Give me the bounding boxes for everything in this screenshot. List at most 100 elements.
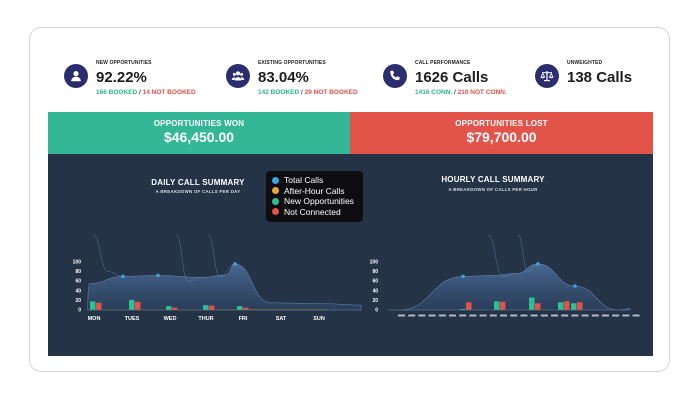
y-tick-label: 20 [372,298,378,304]
series-area [86,263,362,311]
new-opportunities-bar [129,299,135,310]
x-tick-label: THUR [198,316,213,322]
scale-icon [535,64,559,88]
x-tick-label: TUES [125,316,140,322]
y-tick-label: 40 [75,288,81,294]
hour-tick-label [602,314,609,317]
y-tick-label: 80 [372,269,378,275]
kpi-label: NEW OPPORTUNITIES [96,60,152,66]
hour-tick-label [510,314,518,317]
kpi-value: 1626 Calls [415,69,489,86]
y-tick-label: 0 [375,308,378,314]
not-connected-bar [466,302,472,310]
lost-value: $79,700.00 [466,129,537,145]
y-tick-label: 0 [78,308,81,314]
hourly-chart-title: HOURLY CALL SUMMARY [441,175,545,184]
y-tick-label: 60 [75,279,81,285]
kpi-label: UNWEIGHTED [567,60,603,66]
total-calls-point [156,273,160,278]
legend-swatch [272,197,279,205]
users-icon [226,64,250,88]
kpi-breakdown: 166 BOOKED / 14 NOT BOOKED [96,89,196,96]
hour-tick-label [581,314,589,317]
hour-tick-label [551,314,558,317]
not-connected-bar [564,301,570,310]
hour-tick-label [632,314,640,317]
y-tick-label: 100 [73,260,82,266]
charts-svg: 0 20 40 60 80 100 MON TUES WED THUR FRI SAT SUN 0 20 40… [73,234,640,322]
hour-tick-label [398,314,405,317]
new-opportunities-bar [203,305,209,310]
kpi-breakdown: 1416 CONN. / 210 NOT CONN. [415,89,507,96]
series-ridge [175,234,203,282]
x-tick-label: FRI [239,316,248,322]
not-connected-bar [535,303,541,310]
legend-item[interactable]: New Opportunities [272,196,357,207]
x-tick-label: WED [164,316,177,322]
hour-tick-label [571,314,579,317]
y-tick-label: 40 [372,288,378,294]
phone-icon [383,64,407,88]
x-tick-label: MON [88,316,101,322]
hour-tick-label [418,314,426,317]
new-opportunities-bar [494,301,500,310]
hour-tick-label [540,314,548,317]
legend-item[interactable]: After-Hour Calls [272,186,357,197]
opportunities-lost-banner: OPPORTUNITIES LOST $79,700.00 [350,112,653,154]
total-calls-point [573,284,577,288]
kpi-breakdown: 142 BOOKED / 29 NOT BOOKED [258,89,358,96]
chart-legend: Total Calls After-Hour Calls New Opportu… [266,171,363,222]
y-tick-label: 100 [370,260,379,266]
hour-tick-label [591,314,599,317]
hour-tick-label [489,314,497,317]
kpi-value: 92.22% [96,69,147,86]
kpi-row: NEW OPPORTUNITIES 92.22% 166 BOOKED / 14… [48,46,653,112]
lost-title: OPPORTUNITIES LOST [455,119,548,128]
kpi-value: 138 Calls [567,69,633,86]
hour-tick-label [408,314,416,317]
hour-tick-label [530,314,538,317]
total-calls-point [121,274,125,279]
opportunities-won-banner: OPPORTUNITIES WON $46,450.00 [48,112,350,154]
not-connected-bar [243,307,249,310]
hour-tick-label [612,314,620,317]
legend-swatch [272,208,279,216]
charts-panel: 0 20 40 60 80 100 MON TUES WED THUR FRI SAT SUN 0 20 40… [48,154,653,356]
series-ridge [207,234,236,277]
series-ridge [92,234,124,277]
legend-swatch [272,176,279,184]
new-opportunities-bar [571,303,577,310]
new-opportunities-bar [90,301,96,310]
new-opportunities-bar [460,309,466,310]
daily-chart-subtitle: A BREAKDOWN OF CALLS PER DAY [155,189,241,194]
hour-tick-label [479,314,487,317]
x-tick-label: SUN [313,316,325,322]
hour-tick-label [520,314,528,317]
hourly-chart-subtitle: A BREAKDOWN OF CALLS PER HOUR [448,187,538,192]
not-connected-bar [96,302,102,310]
not-connected-bar [500,301,506,310]
user-icon [64,64,88,88]
new-opportunities-bar [237,306,243,310]
series-area [387,263,631,311]
won-value: $46,450.00 [163,129,235,145]
not-connected-bar [135,301,141,310]
kpi-label: EXISTING OPPORTUNITIES [258,60,326,66]
legend-item[interactable]: Total Calls [272,175,357,186]
series-ridge [487,234,519,277]
hour-tick-label [500,314,507,317]
new-opportunities-bar [558,302,564,310]
hour-tick-label [459,314,467,317]
legend-item[interactable]: Not Connected [272,207,357,218]
y-tick-label: 80 [75,269,81,275]
legend-swatch [272,187,279,195]
hour-tick-label [428,314,436,317]
not-connected-bar [577,302,583,310]
not-connected-bar [209,305,215,310]
y-tick-label: 60 [372,279,378,285]
new-opportunities-bar [529,297,535,310]
new-opportunities-bar [166,306,172,310]
hour-tick-label [622,314,630,317]
y-tick-label: 20 [75,298,81,304]
hour-tick-label [449,314,456,317]
